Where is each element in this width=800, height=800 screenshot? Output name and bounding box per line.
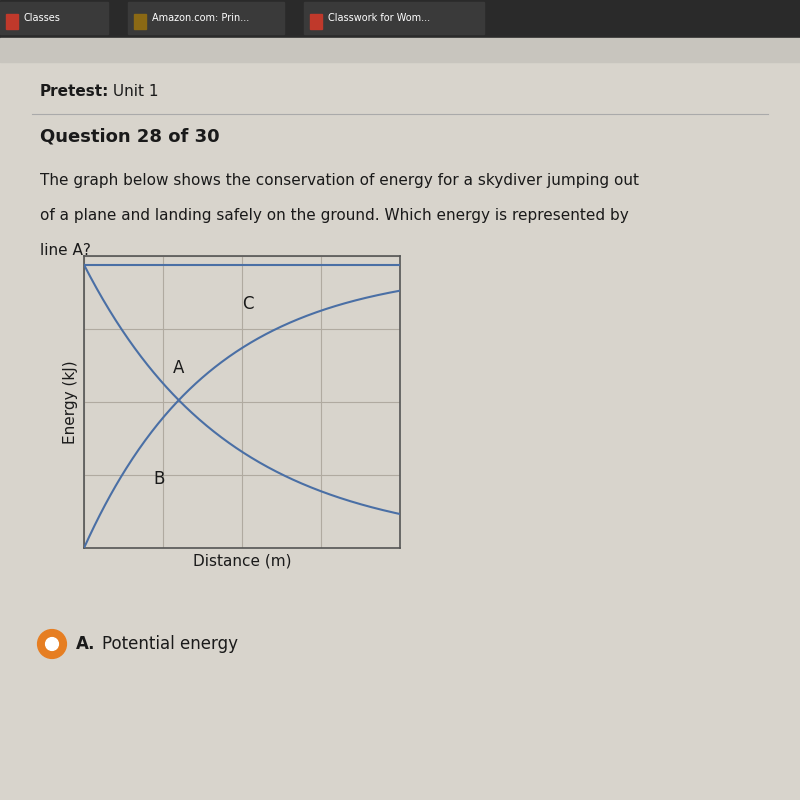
Bar — [310, 14, 322, 29]
Text: Amazon.com: Prin...: Amazon.com: Prin... — [152, 13, 250, 22]
Text: A.: A. — [76, 635, 95, 653]
Text: Potential energy: Potential energy — [102, 635, 238, 653]
Text: line A?: line A? — [40, 243, 91, 258]
X-axis label: Distance (m): Distance (m) — [193, 554, 291, 569]
Text: Unit 1: Unit 1 — [108, 85, 158, 99]
Text: The graph below shows the conservation of energy for a skydiver jumping out: The graph below shows the conservation o… — [40, 173, 639, 187]
Bar — [304, 2, 484, 34]
Circle shape — [38, 630, 66, 658]
Bar — [134, 14, 146, 29]
Circle shape — [46, 638, 58, 650]
Text: Classwork for Wom...: Classwork for Wom... — [328, 13, 430, 22]
Text: A: A — [173, 358, 184, 377]
Bar — [128, 2, 284, 34]
Text: of a plane and landing safely on the ground. Which energy is represented by: of a plane and landing safely on the gro… — [40, 208, 629, 222]
Text: B: B — [154, 470, 165, 488]
Y-axis label: Energy (kJ): Energy (kJ) — [63, 360, 78, 444]
Bar — [0, 38, 800, 62]
Text: Classes: Classes — [24, 13, 61, 22]
Bar — [6, 14, 18, 29]
Bar — [0, 2, 108, 34]
Bar — [0, 0, 800, 38]
Text: Pretest:: Pretest: — [40, 85, 110, 99]
Text: C: C — [242, 294, 254, 313]
Text: Question 28 of 30: Question 28 of 30 — [40, 127, 220, 145]
